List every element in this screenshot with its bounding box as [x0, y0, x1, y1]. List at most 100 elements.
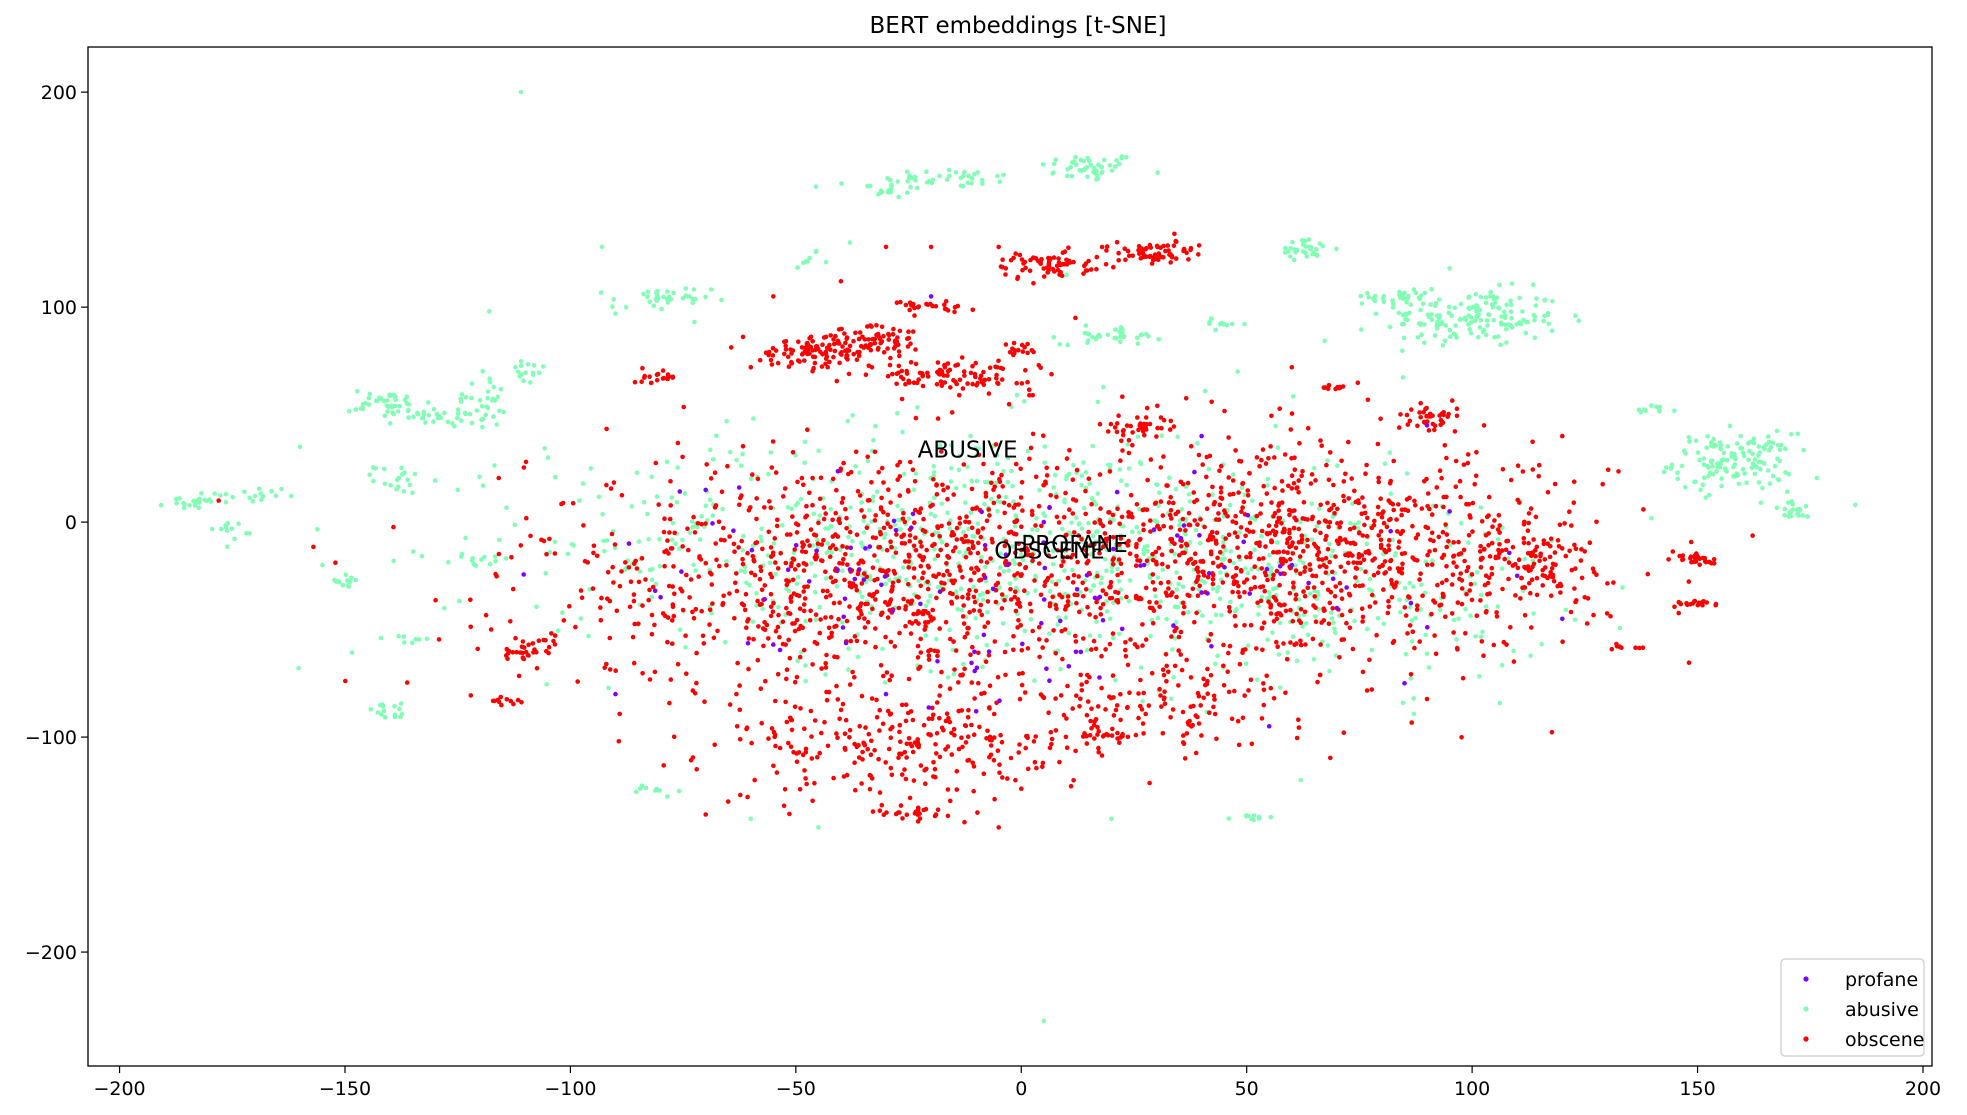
- point-obscene: [956, 746, 962, 752]
- point-abusive: [1325, 643, 1331, 648]
- point-obscene: [1216, 564, 1221, 569]
- point-obscene: [1515, 463, 1521, 469]
- point-obscene: [999, 377, 1005, 382]
- point-obscene: [684, 572, 689, 578]
- point-obscene: [1051, 628, 1056, 633]
- point-obscene: [874, 715, 880, 720]
- point-obscene: [1521, 540, 1527, 546]
- point-obscene: [1522, 585, 1527, 590]
- point-obscene: [911, 566, 917, 571]
- point-obscene: [847, 727, 853, 733]
- point-abusive: [463, 394, 469, 400]
- point-abusive: [1523, 330, 1529, 336]
- point-abusive: [1440, 343, 1446, 348]
- point-abusive: [1276, 652, 1282, 657]
- point-obscene: [1194, 610, 1199, 616]
- point-obscene: [1449, 611, 1455, 616]
- point-abusive: [1275, 445, 1281, 451]
- point-abusive: [953, 589, 959, 594]
- point-obscene: [1088, 543, 1093, 548]
- point-abusive: [1091, 583, 1097, 588]
- point-abusive: [1050, 548, 1056, 554]
- point-obscene: [1081, 636, 1086, 641]
- point-obscene: [938, 547, 944, 553]
- point-abusive: [1517, 295, 1522, 301]
- point-obscene: [1019, 547, 1024, 553]
- point-obscene: [1422, 479, 1427, 484]
- point-abusive: [1370, 296, 1376, 302]
- point-obscene: [1511, 659, 1517, 664]
- point-obscene: [918, 763, 924, 768]
- point-obscene: [1346, 439, 1351, 445]
- point-abusive: [667, 294, 672, 300]
- point-obscene: [1443, 614, 1448, 619]
- point-obscene: [661, 529, 667, 535]
- point-abusive: [1701, 456, 1707, 461]
- point-obscene: [1028, 445, 1034, 451]
- point-obscene: [801, 602, 807, 607]
- point-obscene: [1042, 583, 1047, 589]
- point-obscene: [1205, 574, 1211, 580]
- point-obscene: [648, 380, 654, 386]
- point-obscene: [1083, 548, 1089, 553]
- point-obscene: [1513, 593, 1518, 598]
- point-obscene: [1556, 544, 1562, 549]
- point-obscene: [942, 581, 947, 586]
- point-obscene: [591, 543, 597, 549]
- point-obscene: [1318, 438, 1323, 443]
- point-obscene: [837, 716, 842, 722]
- point-abusive: [1422, 340, 1427, 346]
- point-abusive: [1087, 633, 1093, 638]
- point-obscene: [781, 803, 787, 809]
- point-obscene: [859, 693, 865, 699]
- point-obscene: [745, 550, 750, 556]
- point-obscene: [1097, 421, 1103, 427]
- point-obscene: [834, 623, 839, 629]
- point-obscene: [1031, 739, 1037, 744]
- point-abusive: [1795, 431, 1801, 437]
- point-obscene: [468, 624, 474, 630]
- point-obscene: [1284, 540, 1290, 546]
- point-obscene: [1443, 522, 1448, 527]
- point-obscene: [650, 584, 656, 590]
- point-abusive: [1001, 569, 1007, 574]
- point-abusive: [953, 170, 959, 175]
- point-abusive: [1751, 436, 1757, 442]
- point-abusive: [1774, 505, 1780, 511]
- point-obscene: [969, 722, 974, 728]
- point-obscene: [1247, 470, 1252, 476]
- point-obscene: [750, 554, 756, 559]
- point-obscene: [947, 719, 953, 725]
- point-obscene: [1246, 688, 1251, 693]
- point-obscene: [836, 518, 841, 523]
- point-abusive: [928, 511, 934, 517]
- point-obscene: [1226, 532, 1232, 537]
- point-obscene: [1342, 569, 1347, 574]
- point-obscene: [630, 634, 636, 640]
- point-abusive: [1168, 696, 1174, 702]
- point-obscene: [1031, 281, 1036, 286]
- point-obscene: [1016, 750, 1021, 755]
- point-abusive: [670, 520, 676, 526]
- point-obscene: [1013, 461, 1019, 467]
- point-abusive: [1778, 442, 1784, 448]
- point-abusive: [1853, 502, 1858, 508]
- point-obscene: [475, 646, 481, 652]
- point-obscene: [1359, 511, 1364, 516]
- point-abusive: [645, 511, 650, 517]
- point-obscene: [1500, 586, 1505, 592]
- point-obscene: [971, 788, 976, 794]
- point-abusive: [1478, 505, 1483, 510]
- point-abusive: [1731, 451, 1737, 457]
- point-obscene: [1046, 553, 1051, 558]
- point-abusive: [1014, 392, 1020, 398]
- point-obscene: [1466, 533, 1472, 538]
- point-obscene: [1094, 599, 1099, 605]
- point-abusive: [962, 169, 967, 175]
- point-obscene: [971, 608, 977, 613]
- point-abusive: [661, 294, 666, 300]
- point-obscene: [921, 555, 927, 560]
- point-abusive: [1243, 661, 1249, 666]
- point-obscene: [1222, 408, 1227, 414]
- point-obscene: [1557, 522, 1563, 528]
